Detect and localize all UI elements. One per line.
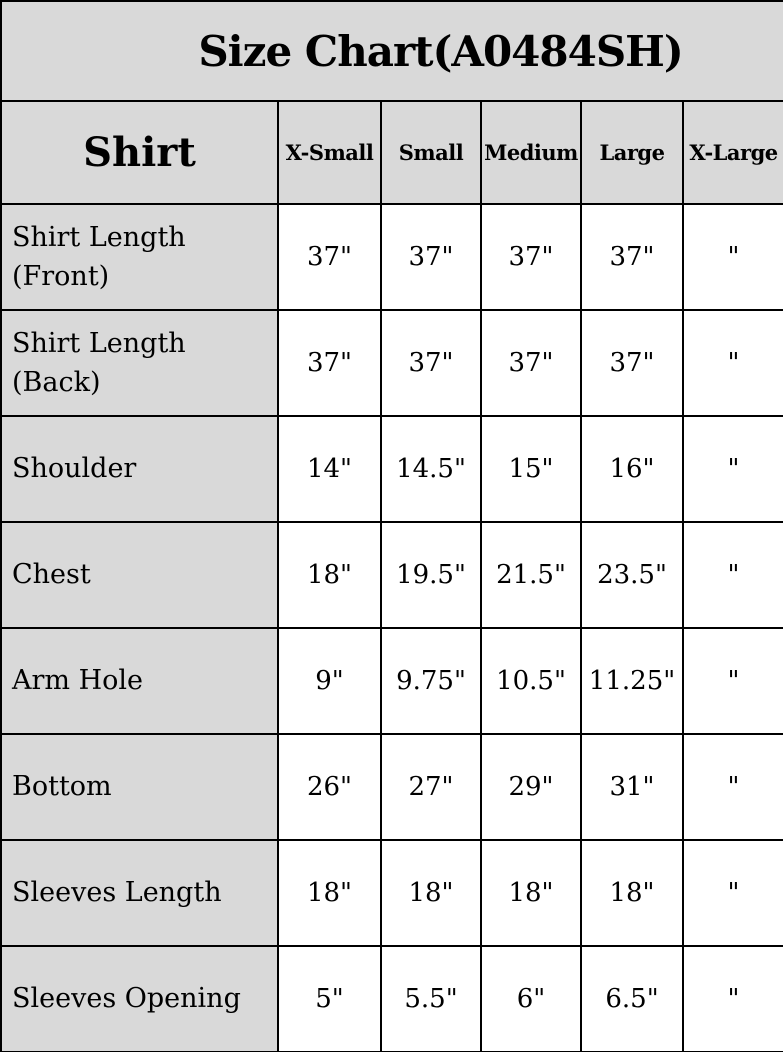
size-value: 37": [580, 203, 684, 311]
size-value: 37": [277, 309, 382, 417]
row-label-text: Bottom: [12, 771, 112, 803]
row-label: Chest: [0, 521, 279, 629]
column-header-large: Large: [580, 100, 684, 205]
size-value: 16": [580, 415, 684, 523]
size-value: 18": [277, 521, 382, 629]
size-value: 9.75": [380, 627, 482, 735]
size-value: 37": [480, 309, 582, 417]
size-value: 37": [380, 309, 482, 417]
size-value: 11.25": [580, 627, 684, 735]
size-value: ": [681, 309, 783, 417]
size-value: ": [681, 839, 783, 947]
size-value: 18": [380, 839, 482, 947]
column-header-small: Small: [380, 100, 482, 205]
table-row-shoulder: Shoulder 14" 14.5" 15" 16" ": [0, 415, 783, 523]
size-value: 6": [480, 945, 582, 1052]
size-value: ": [681, 521, 783, 629]
size-value: ": [681, 415, 783, 523]
size-value: 23.5": [580, 521, 684, 629]
page-title: Size Chart(A0484SH): [0, 0, 783, 102]
row-label-text: Arm Hole: [12, 665, 144, 697]
table-row-chest: Chest 18" 19.5" 21.5" 23.5" ": [0, 521, 783, 629]
size-value: 18": [480, 839, 582, 947]
size-value: 15": [480, 415, 582, 523]
size-value: ": [681, 945, 783, 1052]
row-label: Arm Hole: [0, 627, 279, 735]
row-label-text: Shoulder: [12, 453, 137, 485]
size-value: 27": [380, 733, 482, 841]
table-row-sleeves-length: Sleeves Length 18" 18" 18" 18" ": [0, 839, 783, 947]
corner-header-shirt: Shirt: [0, 100, 279, 205]
size-value: 10.5": [480, 627, 582, 735]
table-row-shirt-length-back: Shirt Length (Back) 37" 37" 37" 37" ": [0, 309, 783, 417]
size-value: 37": [480, 203, 582, 311]
column-header-x-small: X-Small: [277, 100, 382, 205]
header-row: Shirt X-Small Small Medium Large X-Large: [0, 100, 783, 205]
column-header-x-large: X-Large: [681, 100, 783, 205]
size-value: ": [681, 733, 783, 841]
size-value: 26": [277, 733, 382, 841]
row-label: Bottom: [0, 733, 279, 841]
table-row-sleeves-opening: Sleeves Opening 5" 5.5" 6" 6.5" ": [0, 945, 783, 1052]
size-value: 37": [580, 309, 684, 417]
row-label-text: Shirt Length (Back): [12, 327, 186, 398]
column-header-medium: Medium: [480, 100, 582, 205]
row-label: Shirt Length (Front): [0, 203, 279, 311]
title-row: Size Chart(A0484SH): [0, 0, 783, 102]
size-value: 5.5": [380, 945, 482, 1052]
row-label: Sleeves Opening: [0, 945, 279, 1052]
row-label-text: Sleeves Length: [12, 877, 222, 909]
table-row-bottom: Bottom 26" 27" 29" 31" ": [0, 733, 783, 841]
row-label: Sleeves Length: [0, 839, 279, 947]
row-label: Shirt Length (Back): [0, 309, 279, 417]
size-value: 18": [580, 839, 684, 947]
size-value: 18": [277, 839, 382, 947]
size-value: 5": [277, 945, 382, 1052]
row-label-text: Sleeves Opening: [12, 983, 241, 1015]
size-value: ": [681, 627, 783, 735]
table-row-arm-hole: Arm Hole 9" 9.75" 10.5" 11.25" ": [0, 627, 783, 735]
size-value: 6.5": [580, 945, 684, 1052]
row-label-text: Shirt Length (Front): [12, 221, 186, 292]
size-value: 31": [580, 733, 684, 841]
size-value: 14": [277, 415, 382, 523]
size-value: 21.5": [480, 521, 582, 629]
row-label-text: Chest: [12, 559, 91, 591]
size-value: 37": [380, 203, 482, 311]
table-row-shirt-length-front: Shirt Length (Front) 37" 37" 37" 37" ": [0, 203, 783, 311]
size-value: 19.5": [380, 521, 482, 629]
size-value: 9": [277, 627, 382, 735]
size-value: ": [681, 203, 783, 311]
size-value: 37": [277, 203, 382, 311]
size-value: 29": [480, 733, 582, 841]
size-value: 14.5": [380, 415, 482, 523]
row-label: Shoulder: [0, 415, 279, 523]
